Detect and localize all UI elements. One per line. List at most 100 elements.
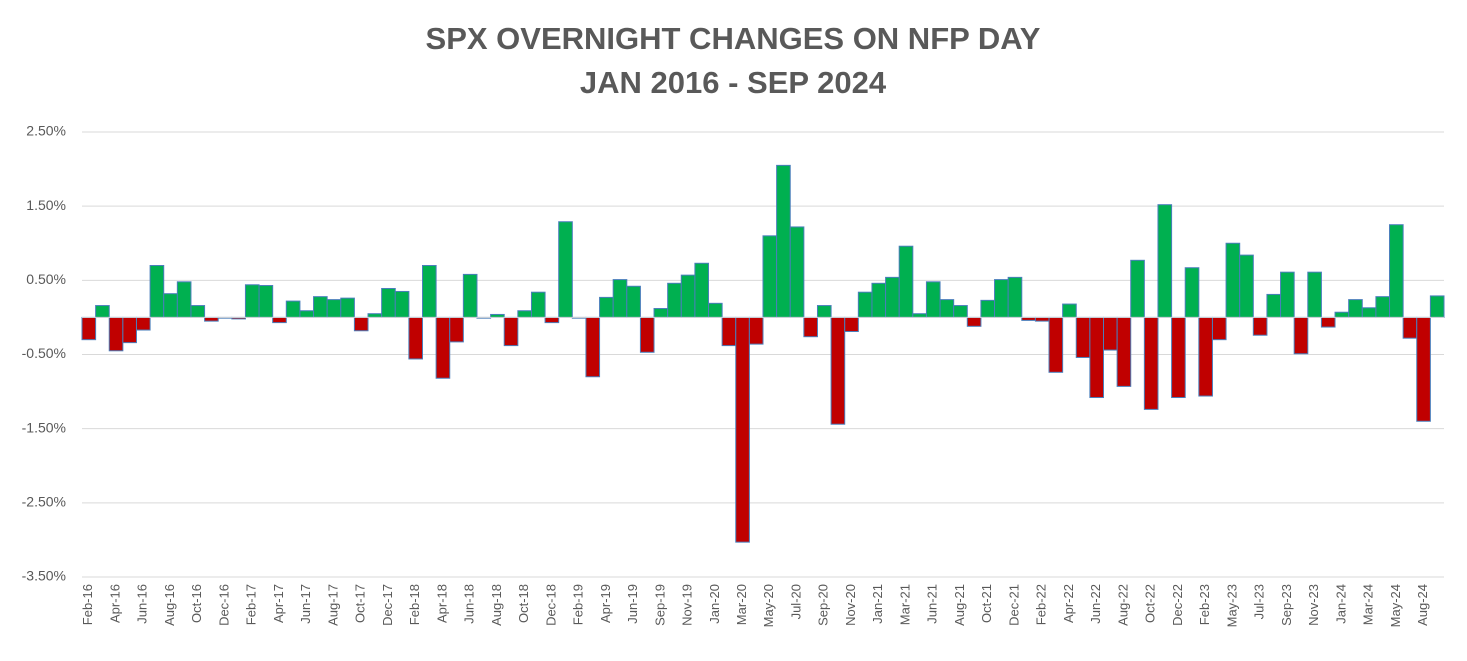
x-tick-label: Jun-16 — [135, 584, 150, 624]
bar — [1062, 303, 1077, 318]
bar — [394, 290, 410, 318]
x-tick-label: Sep-19 — [652, 584, 667, 626]
bar — [544, 316, 560, 324]
x-tick-label: Apr-17 — [271, 584, 286, 623]
x-tick-label: Oct-17 — [353, 584, 368, 623]
bar — [857, 291, 873, 318]
bar — [81, 316, 97, 341]
bar — [994, 279, 1009, 318]
bar — [503, 316, 519, 347]
bar — [626, 285, 641, 318]
bar — [585, 316, 601, 378]
bar — [1075, 316, 1091, 358]
bar — [1320, 316, 1336, 328]
x-tick-label: Aug-16 — [162, 584, 177, 626]
x-tick-label: Aug-17 — [325, 584, 340, 626]
bar — [1171, 316, 1186, 399]
x-tick-label: Dec-21 — [1006, 584, 1021, 626]
x-tick-label: Aug-21 — [952, 584, 967, 626]
x-tick-label: Feb-23 — [1197, 584, 1212, 625]
bar — [149, 265, 165, 318]
bar — [449, 316, 464, 343]
y-tick-label: 0.50% — [26, 271, 66, 287]
bar — [408, 316, 424, 360]
bar — [1307, 271, 1322, 318]
x-tick-label: Dec-16 — [216, 584, 231, 626]
x-tick-label: Jun-18 — [462, 584, 477, 624]
bar — [1348, 299, 1363, 318]
bar — [898, 245, 914, 318]
chart-subtitle: JAN 2016 - SEP 2024 — [580, 65, 887, 100]
y-tick-label: -2.50% — [22, 494, 66, 510]
y-tick-label: 2.50% — [26, 123, 66, 139]
bar — [1293, 316, 1309, 355]
x-tick-label: Sep-23 — [1279, 584, 1294, 626]
bar — [299, 310, 315, 318]
x-tick-label: Apr-19 — [598, 584, 613, 623]
x-tick-label: Mar-21 — [897, 584, 912, 625]
bar — [966, 316, 982, 327]
x-tick-label: Dec-22 — [1170, 584, 1185, 626]
bar — [1225, 242, 1241, 318]
bar — [1402, 316, 1418, 339]
bar — [1211, 316, 1227, 341]
bar — [885, 276, 900, 318]
bar — [694, 262, 710, 318]
bar — [285, 300, 301, 318]
x-tick-label: Feb-18 — [407, 584, 422, 625]
x-tick-label: May-20 — [761, 584, 776, 627]
bar — [1143, 316, 1159, 410]
bar — [1416, 316, 1431, 422]
bar — [1184, 267, 1200, 318]
bar — [762, 235, 778, 318]
bar — [1266, 293, 1282, 318]
bar — [517, 310, 532, 318]
bar — [776, 164, 791, 318]
chart-title: SPX OVERNIGHT CHANGES ON NFP DAY — [426, 21, 1041, 56]
bar — [258, 285, 274, 318]
x-tick-label: Oct-18 — [516, 584, 531, 623]
bar — [830, 316, 846, 425]
x-tick-label: Nov-19 — [680, 584, 695, 626]
bar — [1252, 316, 1268, 336]
bar — [422, 265, 437, 318]
x-tick-label: Jan-21 — [870, 584, 885, 624]
bar — [708, 302, 723, 318]
bar — [735, 316, 750, 543]
x-tick-label: Oct-22 — [1143, 584, 1158, 623]
bar — [244, 284, 260, 318]
bar — [789, 226, 805, 318]
bar — [1375, 296, 1391, 318]
x-tick-label: Dec-17 — [380, 584, 395, 626]
bar — [1361, 307, 1377, 318]
bar — [326, 299, 342, 318]
bar — [912, 313, 927, 318]
x-tick-label: Nov-23 — [1306, 584, 1321, 626]
bar — [1130, 259, 1145, 318]
bar — [1157, 204, 1173, 318]
bar — [953, 305, 968, 318]
x-tick-label: Jul-23 — [1252, 584, 1267, 619]
bar — [353, 316, 369, 332]
x-tick-label: Feb-16 — [80, 584, 95, 625]
bar — [721, 316, 737, 347]
bar — [1239, 254, 1254, 318]
bar — [612, 279, 628, 318]
x-tick-label: Jun-21 — [925, 584, 940, 624]
bar — [925, 281, 941, 318]
x-tick-label: Jul-20 — [788, 584, 803, 619]
bar — [1389, 224, 1404, 318]
x-tick-label: Feb-19 — [571, 584, 586, 625]
bar — [680, 274, 696, 318]
bar — [871, 282, 887, 318]
x-tick-label: Feb-22 — [1034, 584, 1049, 625]
x-tick-label: Oct-21 — [979, 584, 994, 623]
bar — [653, 308, 669, 318]
x-tick-label: Aug-22 — [1115, 584, 1130, 626]
bar — [558, 221, 573, 318]
bar — [1116, 316, 1132, 387]
bar — [367, 313, 383, 318]
bar — [530, 291, 546, 318]
bar — [176, 281, 192, 318]
